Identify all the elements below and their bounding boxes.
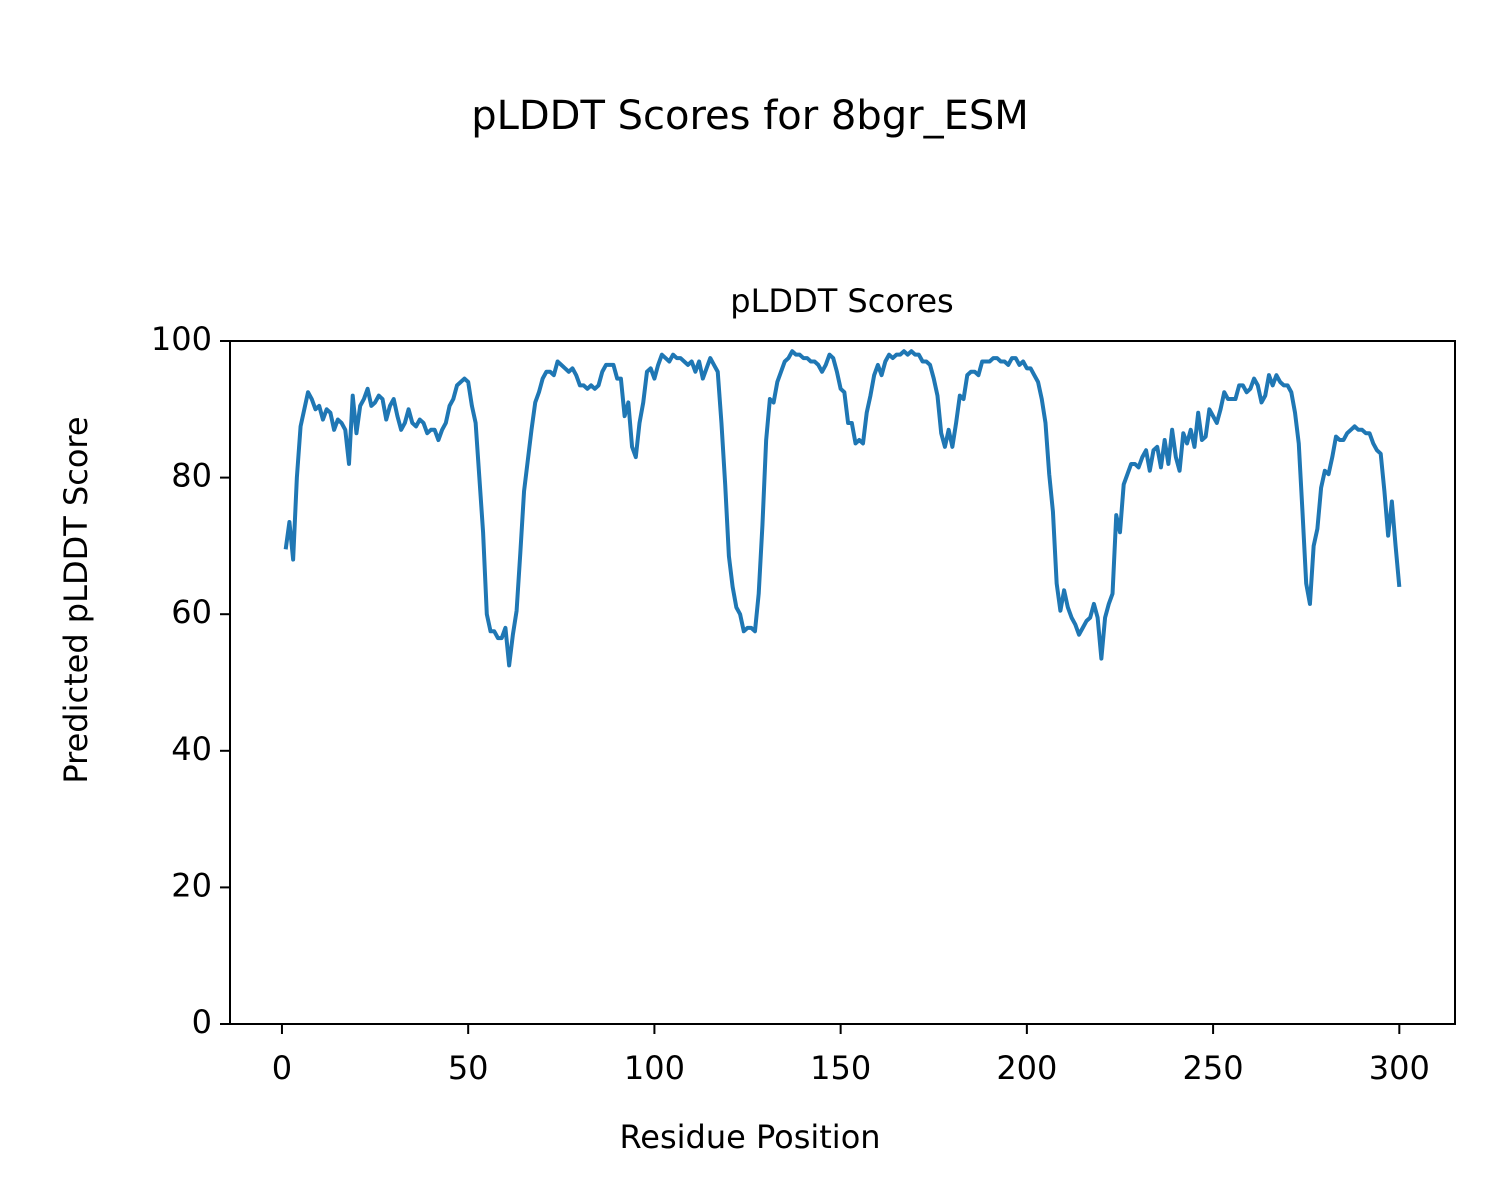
x-axis-label: Residue Position (619, 1118, 880, 1156)
y-tick-label: 60 (171, 593, 212, 631)
axes-frame (229, 340, 1456, 1025)
x-tick-label: 300 (1369, 1049, 1430, 1087)
chart-title: pLDDT Scores (730, 282, 953, 320)
x-tick-label: 0 (272, 1049, 292, 1087)
x-tick-label: 250 (1183, 1049, 1244, 1087)
x-tick-label: 100 (624, 1049, 685, 1087)
plot-area: 0 50 100 150 200 250 300 0 20 40 60 80 100 (151, 320, 1430, 1087)
x-tick-label: 200 (996, 1049, 1057, 1087)
y-tick-label: 100 (151, 320, 212, 358)
y-axis-label: Predicted pLDDT Score (57, 416, 95, 783)
x-tick-label: 50 (448, 1049, 489, 1087)
y-tick-label: 0 (192, 1003, 212, 1041)
data-line (283, 349, 1402, 668)
y-tick-label: 20 (171, 866, 212, 904)
y-tick-label: 40 (171, 730, 212, 768)
y-tick-label: 80 (171, 457, 212, 495)
chart-suptitle: pLDDT Scores for 8bgr_ESM (471, 93, 1029, 139)
x-tick-label: 150 (810, 1049, 871, 1087)
